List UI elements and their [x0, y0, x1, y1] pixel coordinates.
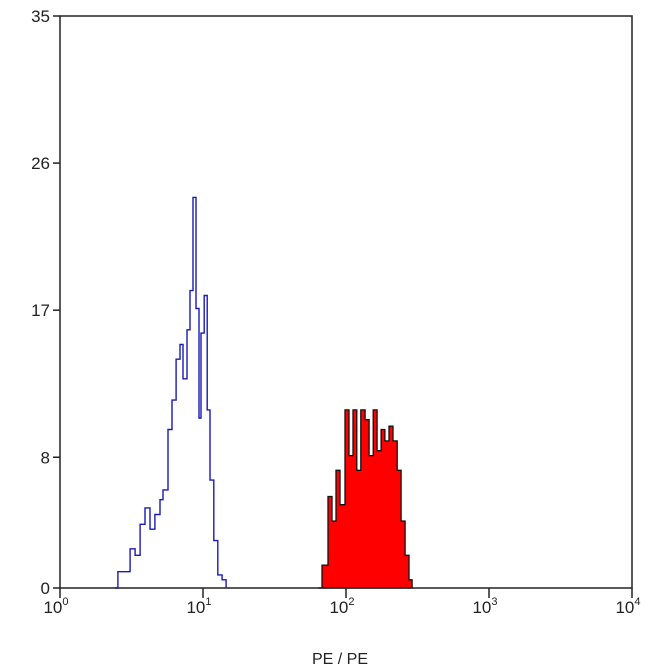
y-tick-label: 0 — [41, 579, 50, 598]
x-tick-label: 101 — [186, 596, 211, 617]
series-0-histogram — [114, 196, 227, 589]
series-layer — [114, 196, 413, 589]
x-axis-title: PE / PE — [312, 651, 368, 668]
x-tick-label: 104 — [615, 596, 640, 617]
y-tick-label: 35 — [31, 7, 50, 26]
x-tick-label: 103 — [472, 596, 497, 617]
series-1-histogram — [318, 409, 413, 589]
y-tick-label: 8 — [41, 448, 50, 467]
x-tick-label: 100 — [43, 596, 68, 617]
y-tick-label: 26 — [31, 154, 50, 173]
y-tick-label: 17 — [31, 301, 50, 320]
x-tick-label: 102 — [329, 596, 354, 617]
tick-layer: 100 101 102 103 104 0 8 17 26 35 — [31, 7, 640, 617]
